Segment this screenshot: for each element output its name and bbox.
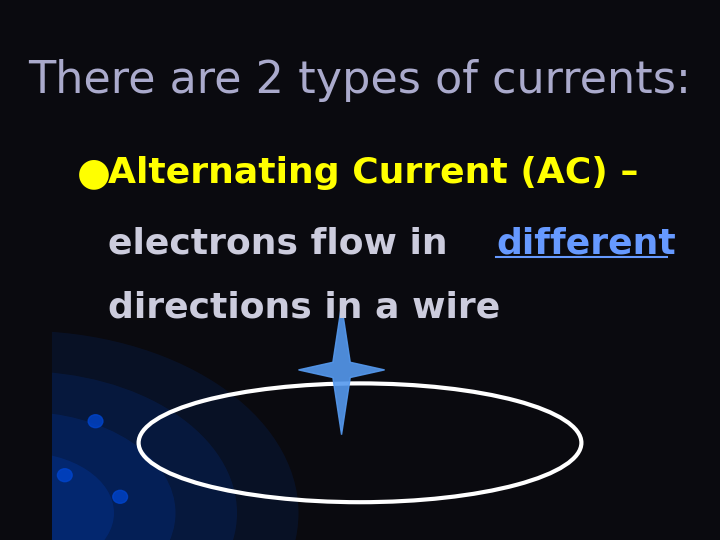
Ellipse shape bbox=[0, 453, 114, 540]
Ellipse shape bbox=[0, 411, 176, 540]
Text: directions in a wire: directions in a wire bbox=[108, 291, 500, 325]
Circle shape bbox=[58, 469, 72, 482]
Circle shape bbox=[113, 490, 127, 503]
Circle shape bbox=[88, 415, 103, 428]
Text: There are 2 types of currents:: There are 2 types of currents: bbox=[29, 59, 691, 103]
Ellipse shape bbox=[0, 372, 237, 540]
Text: electrons flow in: electrons flow in bbox=[108, 226, 460, 260]
Text: ●: ● bbox=[77, 154, 111, 192]
Text: different: different bbox=[496, 226, 676, 260]
Polygon shape bbox=[299, 305, 384, 435]
Ellipse shape bbox=[0, 330, 299, 540]
Text: Alternating Current (AC) –: Alternating Current (AC) – bbox=[108, 156, 639, 190]
